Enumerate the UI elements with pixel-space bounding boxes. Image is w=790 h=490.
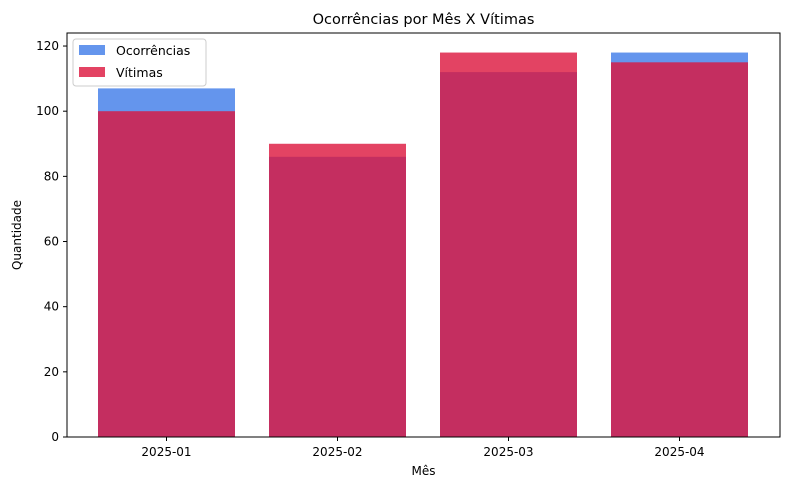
legend: Ocorrências Vítimas: [72, 38, 207, 87]
x-tick-label: 2025-01: [141, 445, 191, 459]
bars-layer: [98, 52, 748, 438]
y-tick-label: 120: [36, 39, 59, 53]
x-axis: 2025-01 2025-02 2025-03 2025-04: [141, 437, 705, 459]
chart-title: Ocorrências por Mês X Vítimas: [313, 12, 535, 28]
y-tick-label: 20: [44, 365, 59, 379]
x-tick-label: 2025-04: [654, 445, 704, 459]
legend-label-vitimas: Vítimas: [116, 65, 163, 80]
bar-vitimas-2025-01: [98, 111, 235, 437]
y-tick-label: 40: [44, 300, 59, 314]
legend-box: [72, 38, 207, 87]
y-axis-title: Quantidade: [10, 200, 24, 270]
y-tick-label: 60: [44, 235, 59, 249]
plot-frame: [66, 32, 781, 438]
bar-vitimas-2025-04: [611, 62, 748, 437]
y-tick-label: 80: [44, 169, 59, 183]
legend-label-ocorrencias: Ocorrências: [116, 43, 190, 58]
x-axis-title: Mês: [412, 464, 436, 478]
bar-vitimas-2025-02: [269, 143, 406, 437]
y-tick-label: 100: [36, 104, 59, 118]
x-tick-label: 2025-02: [312, 445, 362, 459]
x-tick-label: 2025-03: [483, 445, 533, 459]
legend-swatch-vitimas: [79, 67, 105, 77]
legend-swatch-ocorrencias: [79, 45, 105, 55]
y-axis: 0 20 40 60 80 100 120: [36, 39, 67, 444]
bar-vitimas-2025-03: [440, 52, 577, 438]
y-tick-label: 0: [51, 430, 59, 444]
